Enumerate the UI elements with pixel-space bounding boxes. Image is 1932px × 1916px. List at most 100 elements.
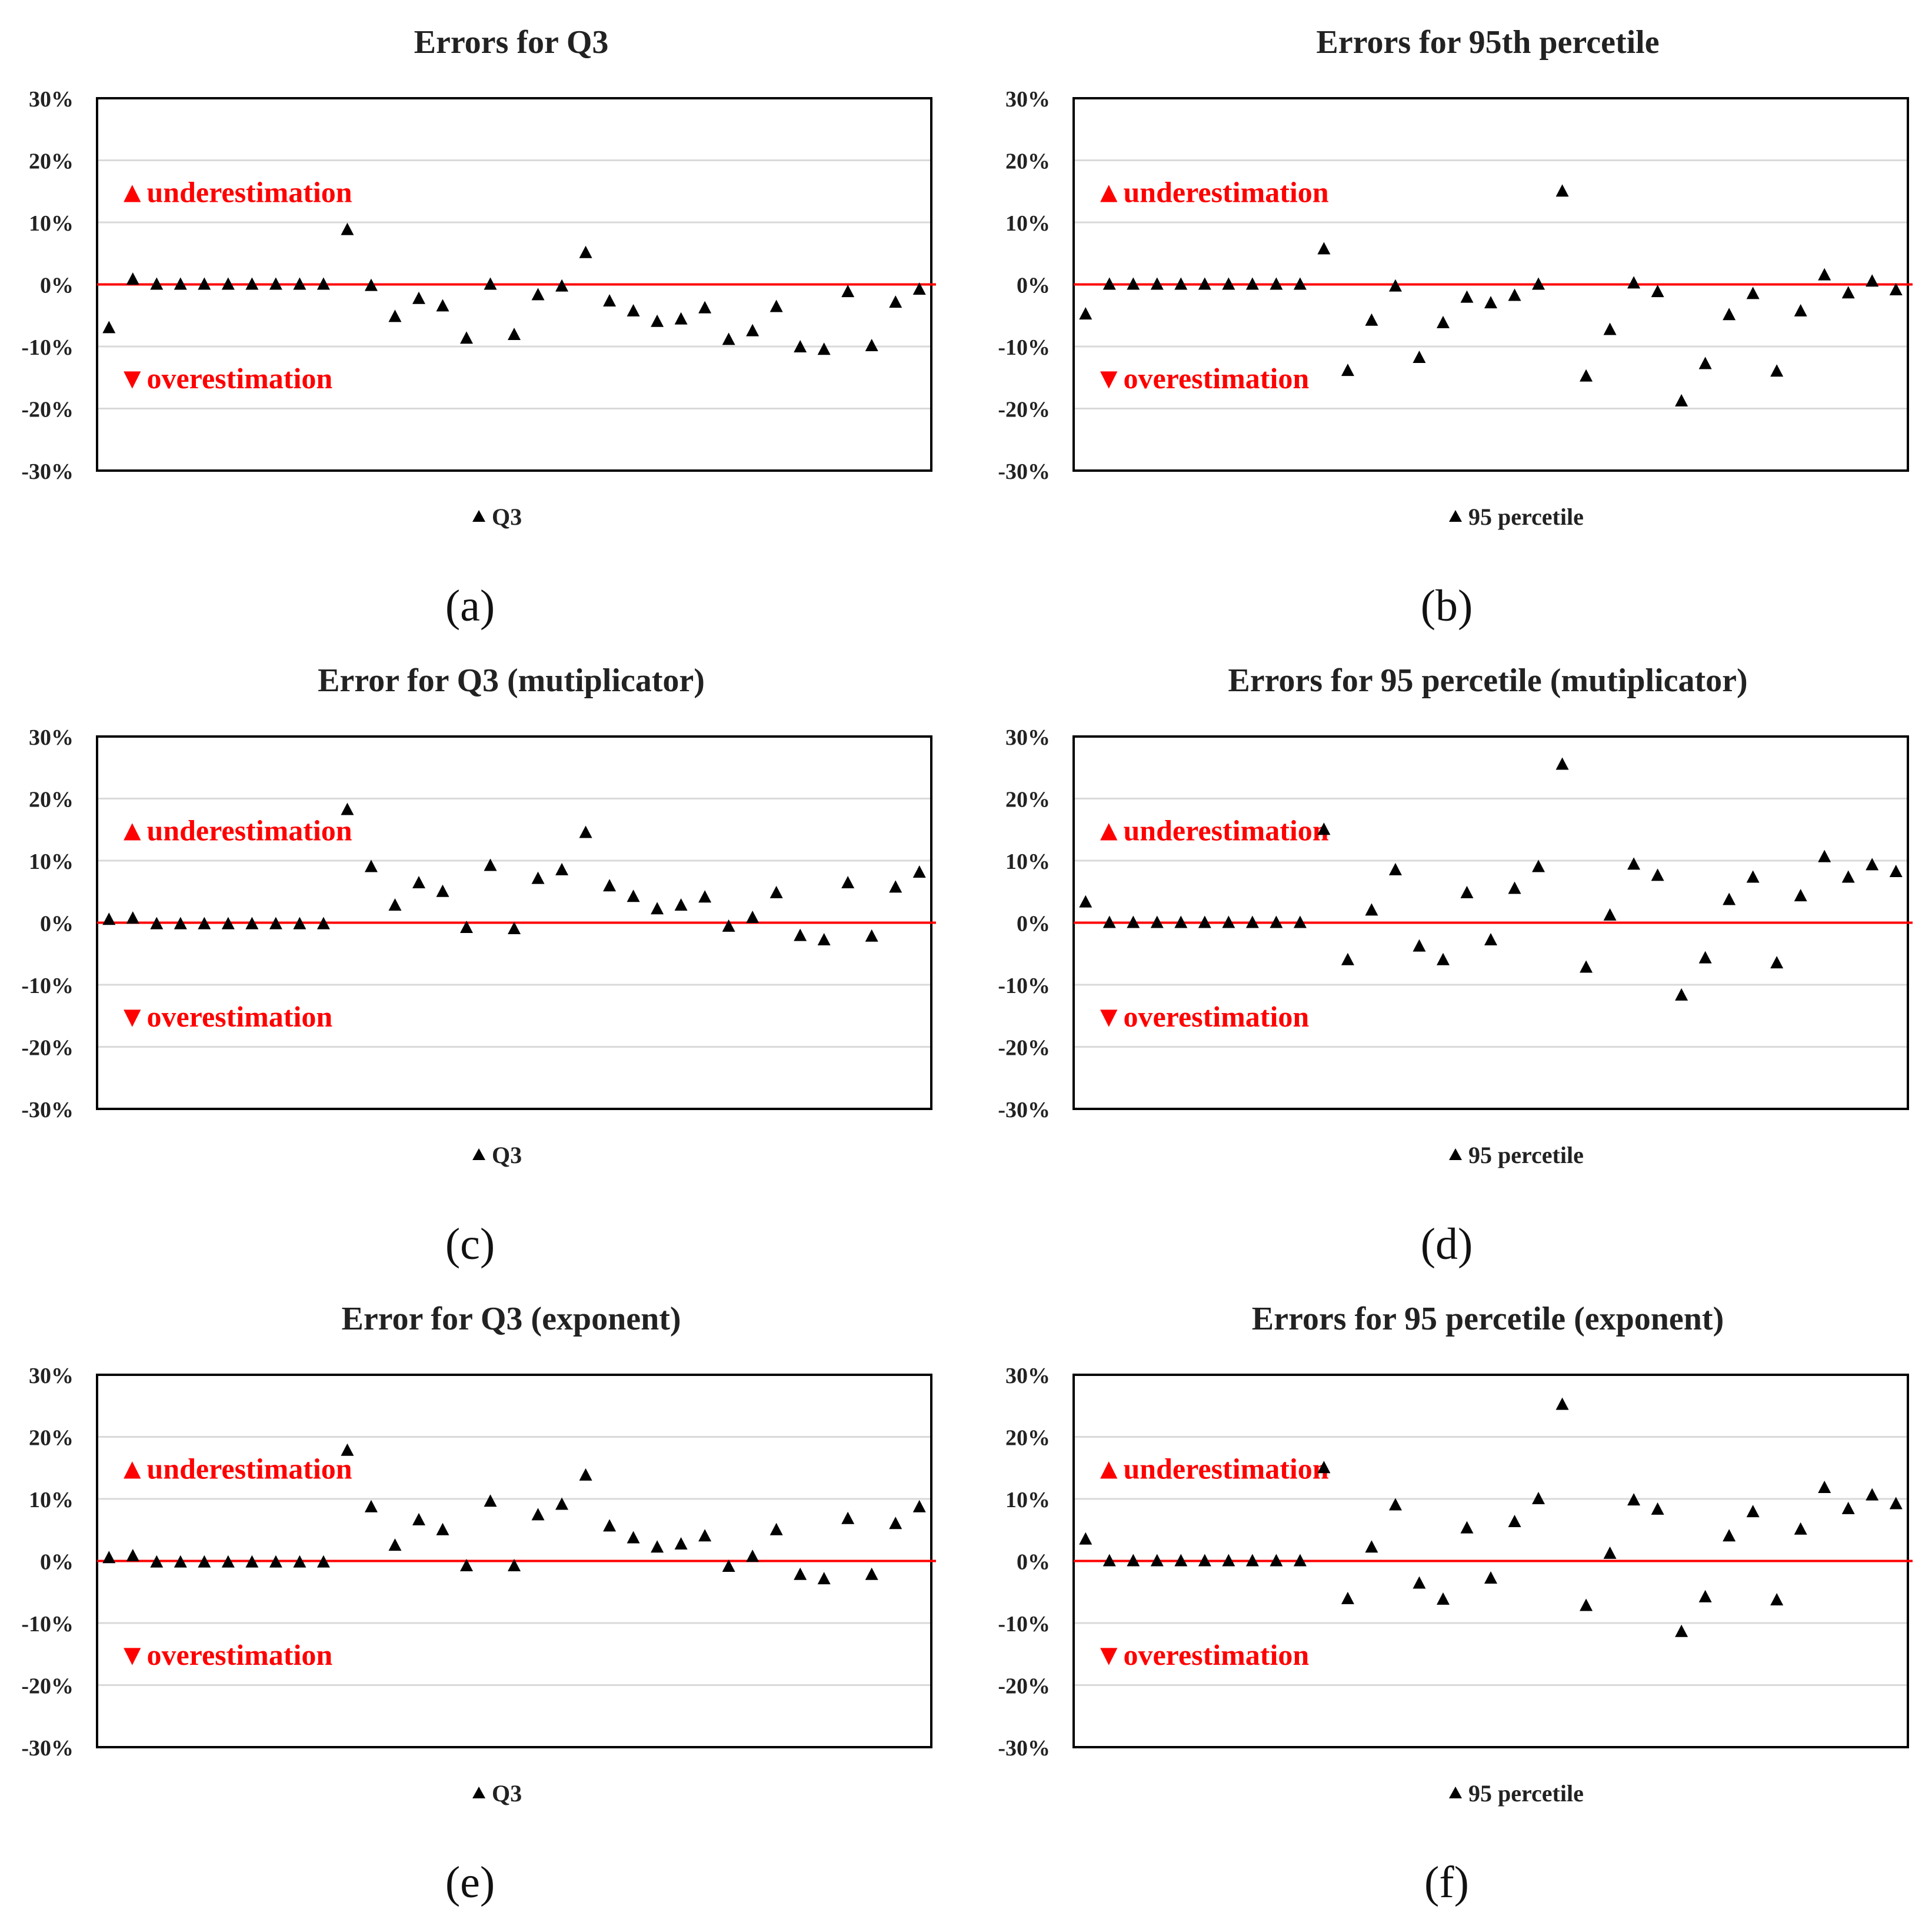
data-point [1770,956,1784,969]
y-tick-label: -30% [21,459,74,484]
data-point [1484,296,1497,309]
data-point [1341,1591,1354,1604]
data-point [150,917,164,929]
data-point [674,312,688,325]
data-point [817,1572,831,1585]
overestimation-annotation: ▼overestimation [118,1638,332,1671]
chart-title: Errors for 95 percetile (exponent) [1252,1301,1724,1337]
data-point [1698,1590,1712,1602]
data-point [436,299,449,312]
chart-panel-a: Errors for Q3 30% 20% 10% 0% -10% -20% -30% ▲und… [21,24,936,631]
data-point [1388,279,1402,292]
data-point [1102,277,1116,290]
data-point [770,1522,783,1535]
data-point [174,917,187,929]
data-point [1413,1576,1426,1589]
data-point [1198,1554,1211,1567]
data-point [817,342,831,355]
data-point [627,1531,640,1544]
data-point [1889,282,1903,295]
data-point [1627,1493,1641,1506]
data-point [1365,1540,1378,1553]
data-point [1770,364,1784,377]
data-point [341,1443,354,1456]
data-point [1293,1554,1307,1567]
data-point [889,1517,902,1530]
chart-title: Errors for Q3 [414,24,609,61]
underestimation-annotation: ▲underestimation [1094,175,1329,208]
panel-label: (f) [1424,1858,1469,1907]
data-point [1794,304,1807,316]
y-tick-label: -10% [998,1612,1050,1637]
y-tick-label: 30% [29,1364,74,1388]
data-point [1555,1397,1569,1410]
data-point [412,291,425,304]
data-point [174,1555,187,1568]
y-tick-label: -10% [21,974,74,998]
data-point [1388,862,1402,875]
data-point [889,295,902,308]
y-tick-label: 20% [29,149,74,174]
data-point [1794,889,1807,902]
y-tick-label: -30% [21,1098,74,1122]
data-point [364,859,378,872]
y-tick-label: 10% [1005,211,1050,236]
data-point [627,304,640,316]
data-point [436,884,449,897]
data-point [1508,1515,1521,1528]
data-point [770,299,783,312]
data-point [1127,915,1140,928]
data-point [1698,951,1712,964]
panel-label: (d) [1421,1219,1473,1269]
data-point [341,802,354,815]
data-point [1841,286,1855,299]
data-point [1460,885,1474,898]
data-point [794,340,807,353]
overestimation-annotation: ▼overestimation [1094,362,1309,395]
data-point [1270,277,1283,290]
y-tick-label: -10% [21,1612,74,1637]
data-point [698,1529,712,1542]
data-point [1508,288,1521,301]
data-point [1794,1522,1807,1535]
data-point [1102,915,1116,928]
panel-label: (a) [445,581,495,631]
data-point [722,919,735,932]
data-point [579,1468,592,1481]
chart-panel-f: Errors for 95 percetile (exponent) 30% 20%… [998,1301,1913,1907]
data-point [817,933,831,946]
y-tick-label: -10% [21,335,74,360]
data-point [1174,277,1188,290]
data-point [1150,1554,1164,1567]
y-tick-label: 10% [29,849,74,874]
y-tick-label: -20% [21,398,74,422]
data-point [1723,892,1736,905]
data-point [1532,1492,1545,1504]
chart-title: Error for Q3 (mutiplicator) [318,662,705,699]
data-point [459,331,473,344]
data-point [746,324,760,336]
data-point [1555,184,1569,197]
panel-label: (b) [1421,581,1473,631]
data-point [651,902,664,915]
underestimation-annotation: ▲underestimation [118,175,352,208]
data-point [1580,1598,1593,1611]
data-point [1603,322,1617,335]
y-tick-label: 30% [1005,87,1050,112]
data-point [198,1555,211,1568]
data-point [1889,1497,1903,1510]
underestimation-annotation: ▲underestimation [118,1452,352,1485]
data-point [1198,915,1211,928]
data-point [293,1555,307,1568]
overestimation-annotation: ▼overestimation [1094,1638,1309,1671]
y-tick-label: 30% [1005,1364,1050,1388]
data-point [579,245,592,258]
data-point [651,1540,664,1553]
y-tick-label: -10% [998,335,1050,360]
data-point [1651,285,1664,298]
data-point [1770,1592,1784,1605]
data-point [388,309,402,322]
data-point [1818,268,1831,281]
data-point [1127,1554,1140,1567]
legend-label: 95 percetile [1468,504,1584,530]
